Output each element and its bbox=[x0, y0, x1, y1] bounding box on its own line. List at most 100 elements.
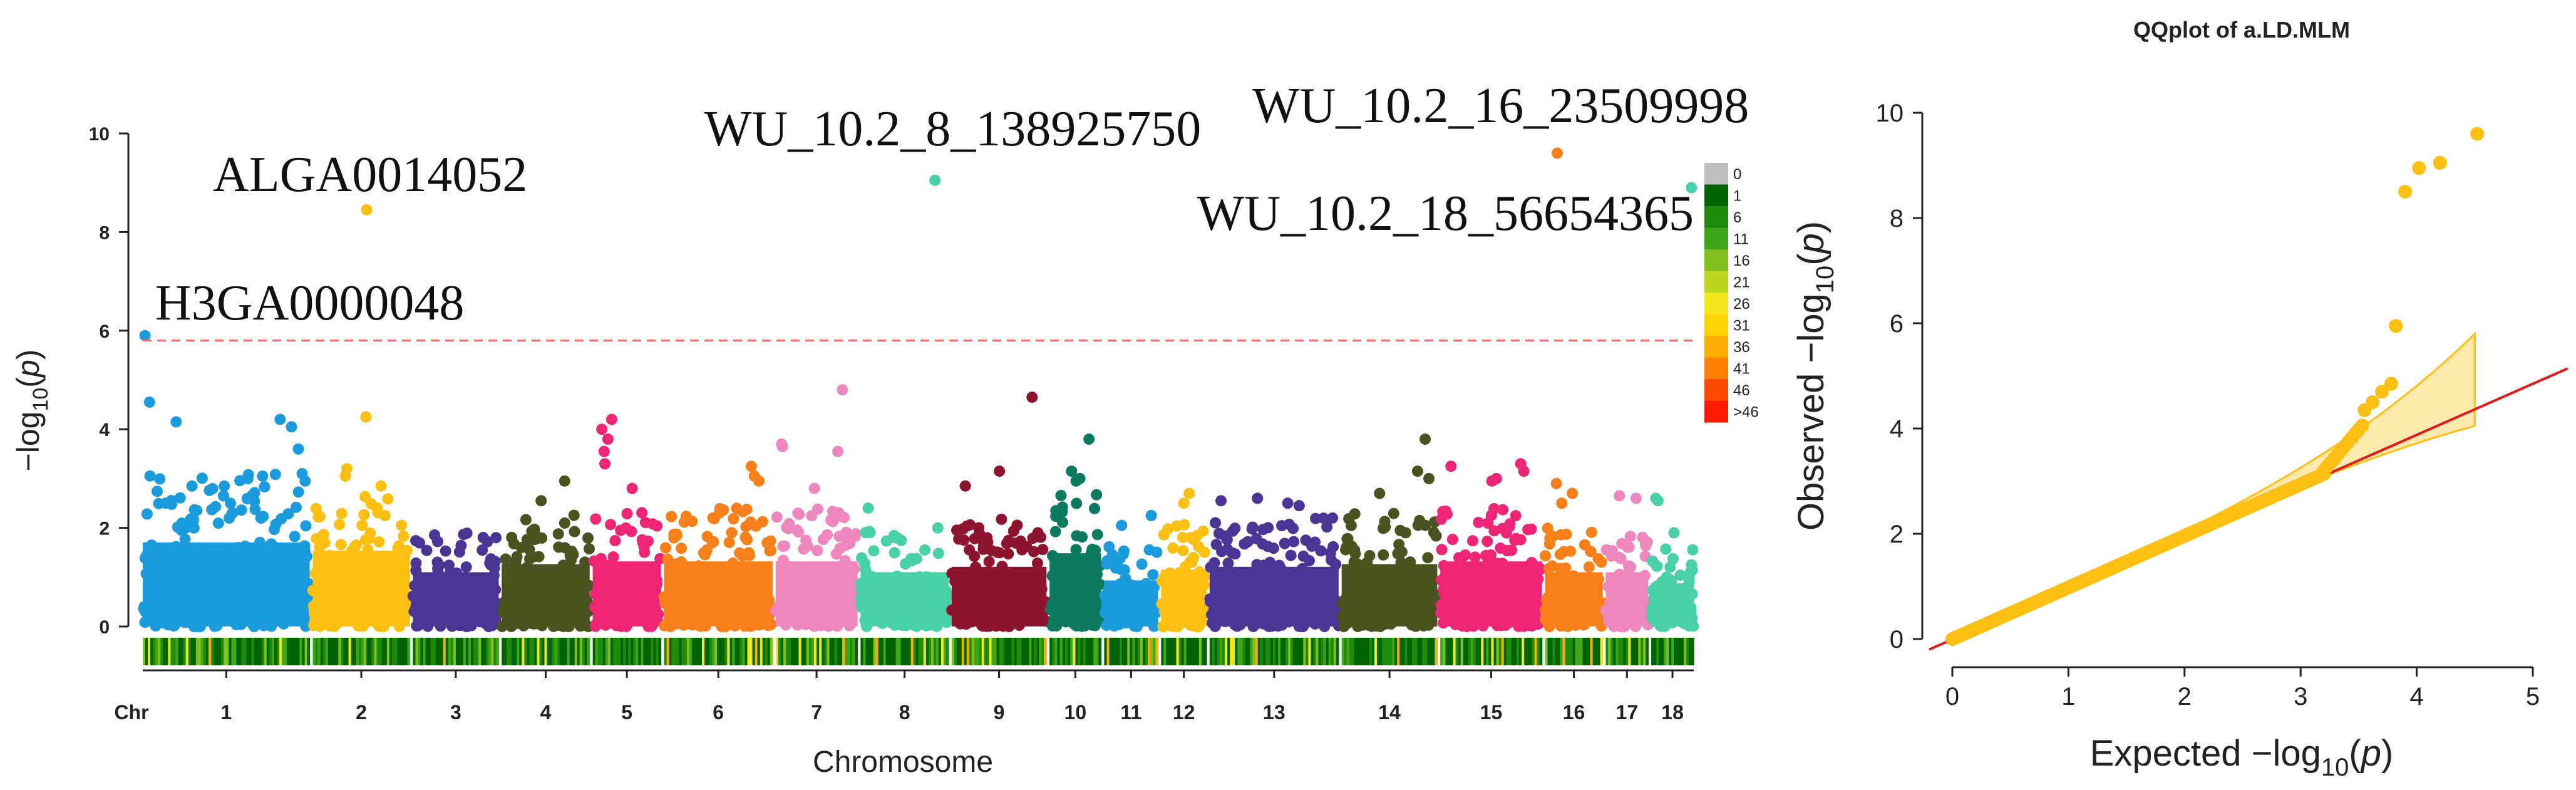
snp-point-chr6 bbox=[744, 549, 756, 561]
density-cell-chr1 bbox=[183, 638, 187, 665]
density-cell-chr15 bbox=[1458, 638, 1461, 665]
snp-point-chr16 bbox=[1540, 606, 1552, 618]
density-cell-chr3 bbox=[486, 638, 489, 665]
density-cell-chr16 bbox=[1562, 638, 1566, 665]
density-cell-chr7 bbox=[827, 638, 830, 665]
peak-point-chr17 bbox=[1630, 492, 1642, 504]
snp-point-chr9 bbox=[1016, 576, 1028, 588]
snp-point-chr2 bbox=[387, 601, 399, 613]
density-cell-chr5 bbox=[597, 638, 601, 665]
snp-point-chr2 bbox=[311, 533, 322, 544]
density-cell-chr3 bbox=[448, 638, 451, 665]
peak-point-chr8 bbox=[862, 502, 874, 514]
snp-point-chr4 bbox=[584, 543, 595, 554]
snp-point-chr4 bbox=[579, 620, 590, 631]
density-cell-chr9 bbox=[1009, 638, 1012, 665]
density-cell-chr9 bbox=[1031, 638, 1034, 665]
density-cell-chr2 bbox=[366, 638, 369, 665]
density-cell-chr8 bbox=[908, 638, 912, 665]
density-cell-chr12 bbox=[1173, 638, 1177, 665]
snp-point-chr1 bbox=[247, 619, 259, 631]
density-cell-chr14 bbox=[1389, 638, 1393, 665]
snp-point-chr9 bbox=[973, 527, 985, 539]
density-cell-chr13 bbox=[1306, 638, 1309, 665]
density-cell-chr2 bbox=[322, 638, 326, 665]
density-cell-chr4 bbox=[539, 638, 542, 665]
snp-point-chr6 bbox=[745, 620, 757, 632]
density-cell-chr10 bbox=[1091, 638, 1094, 665]
density-cell-chr6 bbox=[712, 638, 715, 665]
density-cell-chr6 bbox=[664, 638, 667, 665]
snp-point-chr6 bbox=[751, 575, 763, 587]
density-cell-chr13 bbox=[1262, 638, 1266, 665]
density-cell-chr4 bbox=[537, 638, 540, 665]
snp-point-chr2 bbox=[329, 556, 341, 568]
snp-point-chr8 bbox=[935, 587, 947, 599]
peak-point-chr1 bbox=[143, 396, 155, 408]
density-cell-chr5 bbox=[595, 638, 599, 665]
snp-point-chr11 bbox=[1146, 595, 1158, 606]
chromosome-label-7: 7 bbox=[811, 701, 822, 724]
peak-point-chr8 bbox=[929, 174, 941, 186]
density-cell-chr5 bbox=[602, 638, 606, 665]
density-cell-chr16 bbox=[1592, 638, 1596, 665]
snp-point-chr8 bbox=[932, 522, 944, 534]
density-cell-chr8 bbox=[880, 638, 884, 665]
density-cell-chr13 bbox=[1280, 638, 1284, 665]
snp-point-chr15 bbox=[1475, 606, 1486, 618]
density-cell-chr8 bbox=[885, 638, 889, 665]
snp-point-chr8 bbox=[868, 545, 880, 557]
snp-point-chr7 bbox=[848, 563, 860, 574]
snp-point-chr1 bbox=[258, 573, 270, 585]
snp-point-chr14 bbox=[1386, 568, 1398, 580]
density-cell-chr16 bbox=[1597, 638, 1601, 665]
manhattan-y-tick-label: 8 bbox=[99, 222, 110, 243]
snp-point-chr13 bbox=[1250, 533, 1262, 544]
snp-point-chr7 bbox=[800, 534, 811, 546]
density-cell-chr1 bbox=[266, 638, 270, 665]
density-cell-chr4 bbox=[572, 638, 575, 665]
snp-point-chr13 bbox=[1275, 564, 1287, 576]
density-cell-chr2 bbox=[346, 638, 349, 665]
density-cell-chr3 bbox=[476, 638, 479, 665]
density-cell-chr17 bbox=[1646, 638, 1649, 665]
snp-point-chr1 bbox=[224, 512, 235, 524]
density-cell-chr6 bbox=[744, 638, 748, 665]
density-cell-chr12 bbox=[1178, 638, 1182, 665]
density-cell-chr6 bbox=[709, 638, 713, 665]
density-cell-chr2 bbox=[320, 638, 324, 665]
density-cell-chr18 bbox=[1686, 638, 1689, 665]
density-cell-chr7 bbox=[832, 638, 835, 665]
density-cell-chr18 bbox=[1681, 638, 1684, 665]
density-cell-chr7 bbox=[775, 638, 779, 665]
snp-point-chr13 bbox=[1247, 521, 1259, 533]
snp-point-chr14 bbox=[1418, 608, 1430, 620]
density-cell-chr11 bbox=[1148, 638, 1151, 665]
snp-point-chr15 bbox=[1526, 556, 1538, 568]
density-cell-chr6 bbox=[681, 638, 685, 665]
snp-point-chr13 bbox=[1279, 607, 1291, 619]
density-cell-chr2 bbox=[397, 638, 400, 665]
density-cell-chr1 bbox=[195, 638, 199, 665]
density-cell-chr13 bbox=[1217, 638, 1220, 665]
density-cell-chr4 bbox=[512, 638, 515, 665]
snp-point-chr10 bbox=[1046, 620, 1058, 632]
snp-point-chr8 bbox=[911, 606, 922, 618]
snp-point-chr1 bbox=[225, 497, 237, 509]
snp-point-chr15 bbox=[1496, 585, 1508, 596]
density-cell-chr6 bbox=[676, 638, 680, 665]
manhattan-y-axis-label: −log10(p) bbox=[11, 350, 53, 472]
snp-point-chr1 bbox=[141, 508, 153, 520]
snp-point-chr14 bbox=[1343, 513, 1355, 524]
density-cell-chr10 bbox=[1080, 638, 1084, 665]
snp-point-chr9 bbox=[1036, 583, 1048, 595]
snp-point-chr15 bbox=[1453, 568, 1465, 580]
snp-point-chr12 bbox=[1198, 579, 1210, 591]
density-cell-chr8 bbox=[865, 638, 868, 665]
snp-point-chr2 bbox=[327, 595, 339, 606]
density-cell-chr15 bbox=[1463, 638, 1466, 665]
density-cell-chr6 bbox=[767, 638, 771, 665]
snp-point-chr3 bbox=[433, 594, 445, 606]
snp-point-chr15 bbox=[1485, 549, 1497, 561]
density-cell-chr3 bbox=[493, 638, 497, 665]
